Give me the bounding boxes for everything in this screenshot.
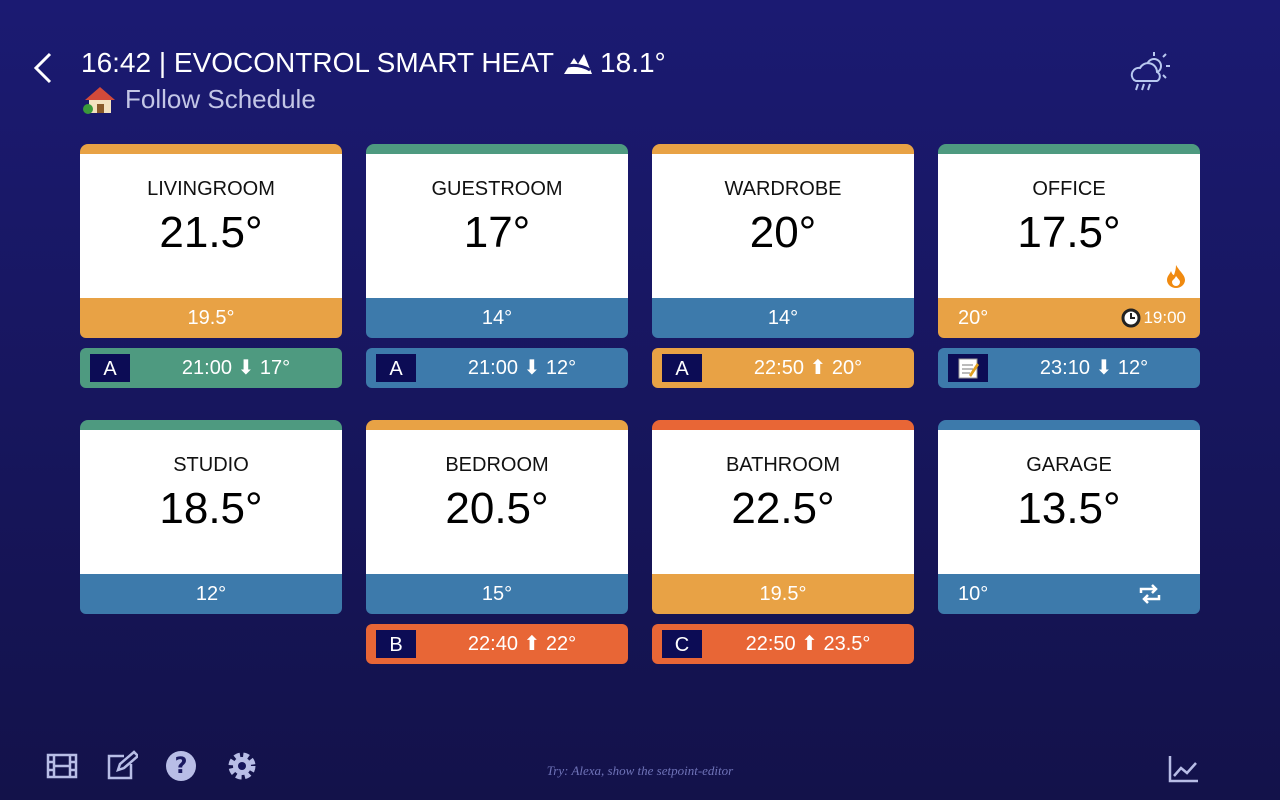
setpoint: 10°	[958, 583, 989, 605]
clock-icon	[1121, 308, 1141, 328]
repeat-icon	[1139, 584, 1161, 604]
room-body: BATHROOM 22.5°	[652, 430, 914, 574]
setpoint-bar[interactable]: 10°	[938, 574, 1200, 614]
room-name: OFFICE	[1032, 178, 1106, 200]
timer: 19:00	[1121, 298, 1186, 338]
schedule-bar[interactable]: C 22:50 ⬆ 23.5°	[652, 624, 914, 664]
schedule-badge: A	[662, 354, 702, 382]
setpoint-bar[interactable]: 15°	[366, 574, 628, 614]
room-name: BATHROOM	[725, 454, 841, 476]
schedule-bar[interactable]: A 21:00 ⬇ 12°	[366, 348, 628, 388]
setpoint: 14°	[767, 307, 799, 329]
schedule-badge: A	[376, 354, 416, 382]
room-name: STUDIO	[173, 454, 249, 476]
room-temp: 17.5°	[1017, 208, 1121, 257]
settings-icon[interactable]	[227, 751, 257, 781]
room-name: LIVINGROOM	[147, 178, 275, 200]
schedule-text: 22:50 ⬆ 23.5°	[745, 633, 871, 655]
outdoor-icon	[561, 54, 593, 74]
room-temp: 18.5°	[159, 484, 263, 533]
room-temp: 22.5°	[731, 484, 835, 533]
room-body: GARAGE 13.5°	[938, 430, 1200, 574]
room-card[interactable]: GARAGE 13.5° 10°	[938, 420, 1200, 614]
room-temp: 17°	[463, 208, 531, 257]
room-name: BEDROOM	[445, 454, 549, 476]
room-body: LIVINGROOM 21.5°	[80, 154, 342, 298]
setpoint: 12°	[195, 583, 227, 605]
timer-text: 19:00	[1143, 308, 1186, 327]
help-icon[interactable]: ?	[166, 751, 196, 781]
film-icon[interactable]	[46, 752, 78, 780]
schedule-text: 21:00 ⬇ 12°	[467, 357, 577, 379]
note-icon	[958, 358, 979, 379]
schedule-badge: A	[90, 354, 130, 382]
hint: Try: Alexa, show the setpoint-editor	[546, 763, 734, 778]
room-temp: 20°	[749, 208, 817, 257]
setpoint: 19.5°	[759, 583, 807, 605]
room-card[interactable]: STUDIO 18.5° 12°	[80, 420, 342, 614]
room-temp: 20.5°	[445, 484, 549, 533]
setpoint: 20°	[958, 307, 989, 329]
setpoint: 15°	[481, 583, 513, 605]
edit-icon[interactable]	[106, 750, 138, 780]
setpoint-bar[interactable]: 19.5°	[80, 298, 342, 338]
schedule-text: 23:10 ⬇ 12°	[1039, 357, 1149, 379]
setpoint: 14°	[481, 307, 513, 329]
header-row: 16:42 | EVOCONTROL SMART HEAT 18.1°	[81, 47, 666, 79]
mode[interactable]: Follow Schedule	[125, 84, 316, 114]
room-card[interactable]: OFFICE 17.5° 20° 19:00 23:10 ⬇ 12°	[938, 144, 1200, 388]
chart-icon[interactable]	[1168, 754, 1200, 784]
room-name: GUESTROOM	[431, 178, 563, 200]
room-body: GUESTROOM 17°	[366, 154, 628, 298]
room-name: GARAGE	[1026, 454, 1112, 476]
schedule-bar[interactable]: 23:10 ⬇ 12°	[938, 348, 1200, 388]
schedule-bar[interactable]: A 21:00 ⬇ 17°	[80, 348, 342, 388]
back-button[interactable]	[30, 50, 58, 86]
room-body: WARDROBE 20°	[652, 154, 914, 298]
setpoint-bar[interactable]: 19.5°	[652, 574, 914, 614]
schedule-text: 21:00 ⬇ 17°	[181, 357, 291, 379]
room-temp: 13.5°	[1017, 484, 1121, 533]
house-icon	[83, 86, 115, 114]
title: 16:42 | EVOCONTROL SMART HEAT	[81, 47, 555, 78]
schedule-badge: B	[376, 630, 416, 658]
setpoint-bar[interactable]: 20° 19:00	[938, 298, 1200, 338]
room-card[interactable]: GUESTROOM 17° 14° A 21:00 ⬇ 12°	[366, 144, 628, 388]
setpoint-bar[interactable]: 14°	[652, 298, 914, 338]
svg-text:?: ?	[175, 754, 188, 779]
schedule-text: 22:40 ⬆ 22°	[467, 633, 577, 655]
room-card[interactable]: BATHROOM 22.5° 19.5° C 22:50 ⬆ 23.5°	[652, 420, 914, 664]
room-card[interactable]: WARDROBE 20° 14° A 22:50 ⬆ 20°	[652, 144, 914, 388]
flame-icon	[1167, 265, 1185, 288]
room-body: STUDIO 18.5°	[80, 430, 342, 574]
schedule-badge	[948, 354, 988, 382]
room-body: OFFICE 17.5°	[938, 154, 1200, 298]
outdoor-temp: 18.1°	[600, 47, 666, 78]
schedule-badge: C	[662, 630, 702, 658]
schedule-bar[interactable]: A 22:50 ⬆ 20°	[652, 348, 914, 388]
setpoint: 19.5°	[187, 307, 235, 329]
setpoint-bar[interactable]: 12°	[80, 574, 342, 614]
room-body: BEDROOM 20.5°	[366, 430, 628, 574]
setpoint-bar[interactable]: 14°	[366, 298, 628, 338]
schedule-bar[interactable]: B 22:40 ⬆ 22°	[366, 624, 628, 664]
schedule-text: 22:50 ⬆ 20°	[753, 357, 863, 379]
room-name: WARDROBE	[724, 178, 842, 200]
mode-row: Follow Schedule	[83, 84, 316, 115]
room-card[interactable]: LIVINGROOM 21.5° 19.5° A 21:00 ⬇ 17°	[80, 144, 342, 388]
room-temp: 21.5°	[159, 208, 263, 257]
weather-icon[interactable]	[1126, 48, 1174, 94]
room-card[interactable]: BEDROOM 20.5° 15° B 22:40 ⬆ 22°	[366, 420, 628, 664]
